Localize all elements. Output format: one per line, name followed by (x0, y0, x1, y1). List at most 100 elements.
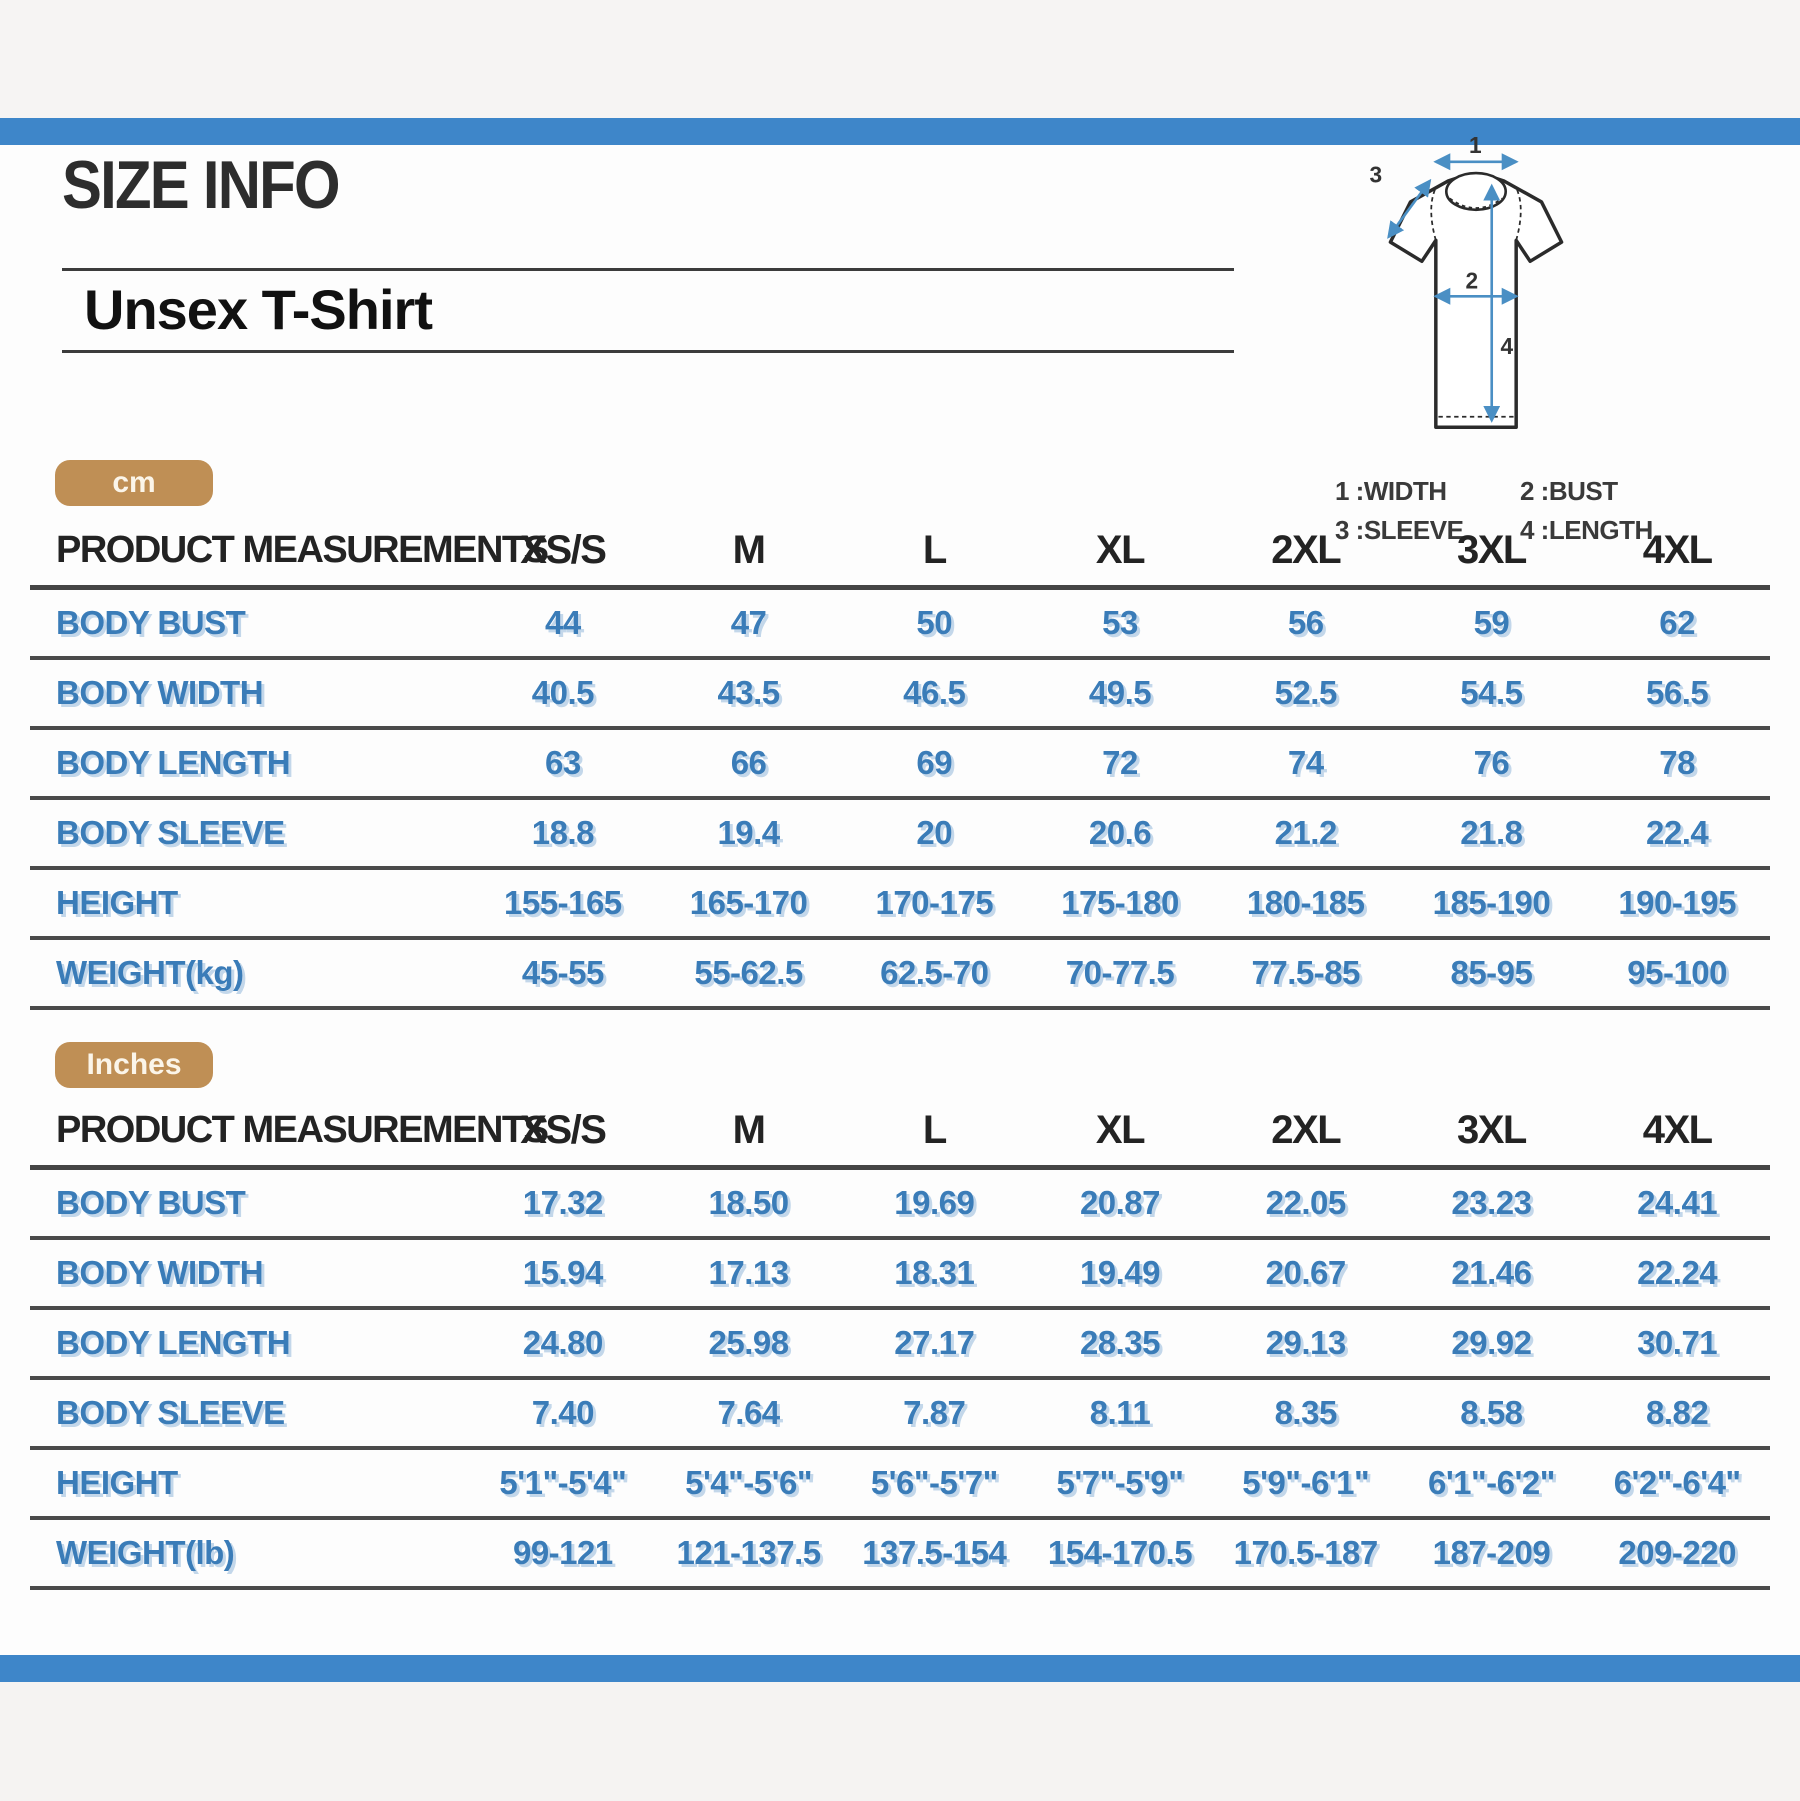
measurement-value: 23.23 (1451, 1184, 1532, 1221)
measurement-value: 62 (1659, 604, 1695, 641)
measurement-value: 99-121 (512, 1534, 613, 1571)
measurement-value: 170-175 (875, 884, 994, 921)
measurement-value: 137.5-154 (862, 1534, 1007, 1571)
tshirt-diagram-icon: 1 3 2 4 (1369, 132, 1564, 429)
legend-item: 4 :LENGTH (1520, 515, 1653, 545)
measurement-value: 24.41 (1637, 1184, 1718, 1221)
measurement-value: 70-77.5 (1065, 954, 1175, 991)
measurement-value: 53 (1102, 604, 1138, 641)
measurement-value: 85-95 (1450, 954, 1533, 991)
measurement-value: 5'4"-5'6" (685, 1464, 812, 1501)
measurement-value: 52.5 (1274, 674, 1338, 711)
measurement-value: 170.5-187 (1233, 1534, 1379, 1571)
row-label: BODY LENGTH (56, 744, 291, 781)
measurement-value: 49.5 (1088, 674, 1152, 711)
table-row: BODY SLEEVE 7.40 7.64 7.87 8.11 8.35 8.58 8.82 (30, 1380, 1770, 1450)
table-row: HEIGHT 155-165 165-170 170-175 175-180 180-18… (30, 870, 1770, 940)
measurement-value: 44 (544, 604, 581, 641)
measurement-value: 6'2"-6'4" (1613, 1464, 1741, 1501)
measurement-value: 15.94 (522, 1254, 604, 1291)
column-header-size: XS/S (520, 1107, 607, 1152)
measurement-value: 46.5 (903, 674, 966, 711)
table-row: HEIGHT 5'1"-5'4" 5'4"-5'6" 5'6"-5'7" 5'7"-5'… (30, 1450, 1770, 1520)
measurement-value: 8.82 (1646, 1394, 1709, 1431)
row-label: BODY WIDTH (56, 1254, 264, 1291)
measurement-value: 18.8 (531, 814, 595, 851)
measurement-value: 19.4 (717, 814, 780, 851)
measurement-value: 175-180 (1061, 884, 1179, 921)
legend-item: 2 :BUST (1520, 476, 1618, 506)
diagram-marker-4: 4 (1500, 333, 1513, 359)
table-row: BODY WIDTH 15.94 17.13 18.31 19.49 20.67 21.46… (30, 1240, 1770, 1310)
row-label: HEIGHT (56, 1464, 178, 1501)
measurement-diagram: 1 3 2 4 1 :WIDTH 2 :BUST 3 :SLEEVE 4 :LE… (1290, 126, 1770, 546)
measurement-value: 29.13 (1265, 1324, 1347, 1361)
row-label: BODY SLEEVE (56, 814, 285, 851)
row-label: BODY BUST (56, 1184, 246, 1221)
table-row: BODY BUST 17.32 18.50 19.69 20.87 22.05 23.23 2… (30, 1170, 1770, 1240)
measurement-value: 19.69 (894, 1184, 975, 1221)
unit-badge-inches: Inches (55, 1042, 213, 1088)
measurement-value: 59 (1473, 604, 1510, 641)
measurement-value: 72 (1102, 744, 1138, 781)
measurement-value: 20 (916, 814, 953, 851)
cm-size-table: PRODUCT MEASUREMENTS XS/S M L XL 2XL 3XL… (30, 515, 1770, 1010)
measurement-value: 8.11 (1089, 1394, 1151, 1431)
measurement-value: 180-185 (1246, 884, 1365, 921)
unit-badge-cm: cm (55, 460, 213, 506)
measurement-value: 78 (1659, 744, 1695, 781)
legend-item: 3 :SLEEVE (1335, 515, 1464, 545)
column-header-measurements: PRODUCT MEASUREMENTS (56, 1108, 549, 1151)
bottom-strip (0, 1682, 1800, 1801)
measurement-value: 185-190 (1432, 884, 1551, 921)
measurement-value: 7.40 (531, 1394, 595, 1431)
measurement-value: 40.5 (531, 674, 595, 711)
measurement-value: 47 (730, 604, 767, 641)
legend-item: 1 :WIDTH (1335, 476, 1447, 506)
table-header-row: PRODUCT MEASUREMENTS XS/S M L XL 2XL 3XL… (30, 515, 1770, 590)
row-label: WEIGHT(kg) (56, 954, 244, 991)
table-row: BODY BUST 44 47 50 53 56 59 62 (30, 590, 1770, 660)
measurement-value: 56.5 (1646, 674, 1709, 711)
column-header-size: 2XL (1271, 1107, 1341, 1152)
measurement-value: 22.05 (1265, 1184, 1347, 1221)
measurement-value: 5'1"-5'4" (499, 1464, 627, 1501)
measurement-value: 21.8 (1460, 814, 1523, 851)
column-header-size: XL (1095, 1107, 1146, 1152)
measurement-value: 20.6 (1088, 814, 1152, 851)
measurement-value: 22.24 (1637, 1254, 1718, 1291)
measurement-value: 165-170 (689, 884, 808, 921)
inches-size-table: PRODUCT MEASUREMENTS XS/S M L XL 2XL 3XL… (30, 1095, 1770, 1590)
column-header-size: XL (1095, 527, 1146, 572)
measurement-value: 17.13 (708, 1254, 790, 1291)
measurement-value: 74 (1287, 744, 1324, 781)
measurement-value: 20.67 (1265, 1254, 1347, 1291)
row-label: BODY SLEEVE (56, 1394, 285, 1431)
table-row: BODY SLEEVE 18.8 19.4 20 20.6 21.2 21.8 22.4 (30, 800, 1770, 870)
measurement-value: 29.92 (1451, 1324, 1532, 1361)
inches-table-body: BODY BUST 17.32 18.50 19.69 20.87 22.05 23.23 2… (30, 1170, 1770, 1590)
table-row: WEIGHT(kg) 45-55 55-62.5 62.5-70 70-77.5 77.5… (30, 940, 1770, 1010)
page-title: SIZE INFO (62, 147, 340, 223)
measurement-value: 76 (1473, 744, 1510, 781)
column-header-measurements: PRODUCT MEASUREMENTS (56, 528, 549, 571)
measurement-value: 7.87 (903, 1394, 966, 1431)
measurement-value: 30.71 (1637, 1324, 1718, 1361)
measurement-value: 18.31 (894, 1254, 975, 1291)
diagram-marker-3: 3 (1369, 162, 1382, 188)
measurement-value: 66 (730, 744, 767, 781)
measurement-value: 63 (544, 744, 581, 781)
column-header-size: 3XL (1456, 527, 1527, 572)
measurement-value: 45-55 (521, 954, 604, 991)
measurement-value: 69 (916, 744, 953, 781)
measurement-value: 22.4 (1646, 814, 1709, 851)
measurement-value: 28.35 (1079, 1324, 1161, 1361)
column-header-size: M (732, 527, 766, 572)
column-header-size: XS/S (520, 527, 607, 572)
product-name: Unsex T-Shirt (84, 278, 433, 341)
diagram-marker-2: 2 (1466, 267, 1479, 293)
table-row: WEIGHT(lb) 99-121 121-137.5 137.5-154 154-17… (30, 1520, 1770, 1590)
table-row: BODY LENGTH 63 66 69 72 74 76 78 (30, 730, 1770, 800)
measurement-value: 25.98 (708, 1324, 790, 1361)
measurement-value: 154-170.5 (1047, 1534, 1193, 1571)
